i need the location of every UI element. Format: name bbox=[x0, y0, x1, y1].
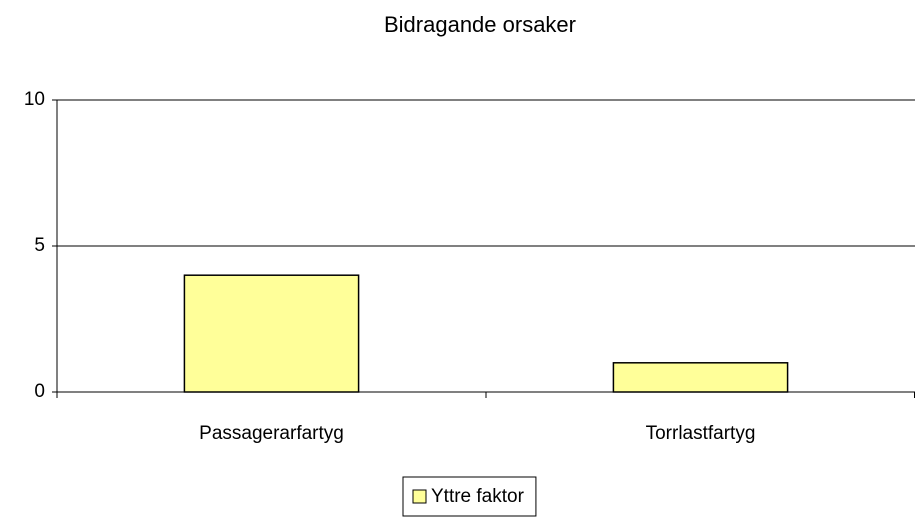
legend-box bbox=[402, 476, 537, 517]
x-tick-label: Passagerarfartyg bbox=[199, 423, 344, 444]
legend-label: Yttre faktor bbox=[431, 486, 525, 507]
x-tick-label: Torrlastfartyg bbox=[646, 423, 756, 444]
legend-swatch bbox=[412, 489, 427, 504]
chart-title: Bidragande orsaker bbox=[384, 12, 576, 37]
y-tick-label: 10 bbox=[24, 89, 45, 110]
y-tick-label: 0 bbox=[34, 381, 45, 402]
y-tick-label: 5 bbox=[34, 235, 45, 256]
bar bbox=[183, 274, 360, 393]
bar bbox=[612, 362, 789, 393]
